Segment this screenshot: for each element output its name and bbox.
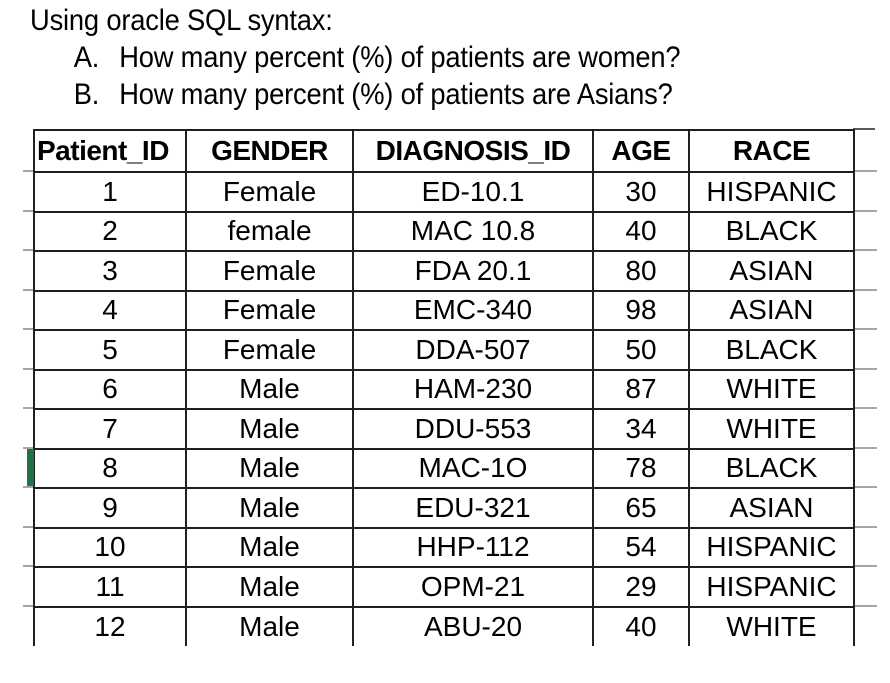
table-cell: 34 [592,408,690,450]
table-cell: 3 [33,250,187,292]
table-cell: OPM-21 [352,566,594,608]
patients-table: Patient_ID GENDER DIAGNOSIS_ID AGE RACE … [33,129,855,646]
table-cell: HISPANIC [688,526,855,568]
table-cell: 40 [592,605,690,646]
table-cell: 6 [33,368,187,410]
table-cell: MAC-1O [352,447,594,489]
table-cell: DDA-507 [352,329,594,371]
table-cell: HHP-112 [352,526,594,568]
table-row: 11 Male OPM-21 29 HISPANIC [33,566,855,608]
table-cell: EMC-340 [352,289,594,331]
table-cell: 7 [33,408,187,450]
table-row: 12 Male ABU-20 40 WHITE [33,605,855,646]
question-item-b-label: B. [73,78,100,111]
table-row: 5 Female DDA-507 50 BLACK [33,329,855,371]
table-cell: 8 [33,447,187,489]
table-cell: 87 [592,368,690,410]
column-header-age: AGE [592,129,690,173]
table-cell: 65 [592,487,690,529]
table-cell: WHITE [688,408,855,450]
table-cell: Male [185,605,354,646]
table-row: 6 Male HAM-230 87 WHITE [33,368,855,410]
question-item-b: B. How many percent (%) of patients are A… [74,77,673,113]
table-cell: WHITE [688,368,855,410]
table-cell: HAM-230 [352,368,594,410]
table-row: 3 Female FDA 20.1 80 ASIAN [33,250,855,292]
table-cell: 9 [33,487,187,529]
table-row: 2 female MAC 10.8 40 BLACK [33,210,855,252]
table-cell: EDU-321 [352,487,594,529]
table-cell: ED-10.1 [352,171,594,213]
header-row: Patient_ID GENDER DIAGNOSIS_ID AGE RACE [33,129,855,173]
table-cell: Male [185,368,354,410]
table-row: 4 Female EMC-340 98 ASIAN [33,289,855,331]
table-cell: 78 [592,447,690,489]
row-selection-marker [27,449,34,486]
question-item-b-text: How many percent (%) of patients are Asi… [119,78,673,111]
table-cell: BLACK [688,329,855,371]
table-row: 1 Female ED-10.1 30 HISPANIC [33,171,855,213]
column-header-patient-id: Patient_ID [33,129,187,173]
table-row: 10 Male HHP-112 54 HISPANIC [33,526,855,568]
table-cell: ASIAN [688,250,855,292]
table-cell: WHITE [688,605,855,646]
question-block: Using oracle SQL syntax: A. How many perc… [0,0,890,125]
table-cell: HISPANIC [688,566,855,608]
table-row: 7 Male DDU-553 34 WHITE [33,408,855,450]
column-header-race: RACE [688,129,855,173]
table-cell: MAC 10.8 [352,210,594,252]
table-cell: ASIAN [688,289,855,331]
table-cell: Male [185,526,354,568]
table-cell: 4 [33,289,187,331]
table-cell: BLACK [688,447,855,489]
table-cell: 1 [33,171,187,213]
table-cell: Female [185,289,354,331]
column-header-gender: GENDER [185,129,354,173]
table-cell: 5 [33,329,187,371]
table-cell: 11 [33,566,187,608]
table-cell: Female [185,329,354,371]
table-cell: FDA 20.1 [352,250,594,292]
table-cell: Female [185,250,354,292]
table-cell: ABU-20 [352,605,594,646]
table-cell: 40 [592,210,690,252]
table-cell: DDU-553 [352,408,594,450]
question-item-a: A. How many percent (%) of patients are w… [74,40,681,76]
question-item-a-text: How many percent (%) of patients are wom… [119,41,681,74]
table-cell: BLACK [688,210,855,252]
gridline-stub-top-right [853,128,875,130]
table-cell: 54 [592,526,690,568]
table-cell: 12 [33,605,187,646]
table-cell: female [185,210,354,252]
table-cell: Female [185,171,354,213]
column-header-diagnosis: DIAGNOSIS_ID [352,129,594,173]
table-cell: 30 [592,171,690,213]
table-cell: 29 [592,566,690,608]
table-cell: HISPANIC [688,171,855,213]
table-row: 9 Male EDU-321 65 ASIAN [33,487,855,529]
table-cell: Male [185,566,354,608]
question-item-a-label: A. [73,41,100,74]
table-cell: ASIAN [688,487,855,529]
table-cell: 80 [592,250,690,292]
table-cell: Male [185,447,354,489]
table-cell: 50 [592,329,690,371]
question-title: Using oracle SQL syntax: [30,4,333,37]
table-cell: Male [185,408,354,450]
table-cell: 10 [33,526,187,568]
table-cell: 2 [33,210,187,252]
table-cell: 98 [592,289,690,331]
table-row: 8 Male MAC-1O 78 BLACK [33,447,855,489]
table-cell: Male [185,487,354,529]
